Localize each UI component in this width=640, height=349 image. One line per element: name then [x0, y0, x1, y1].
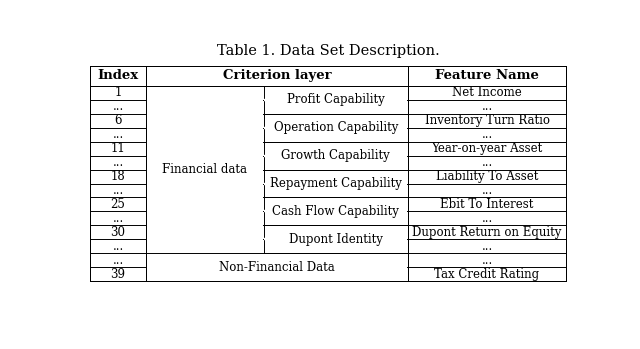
Text: Financial data: Financial data	[163, 163, 248, 176]
Text: Profit Capability: Profit Capability	[287, 93, 385, 106]
Text: Non-Financial Data: Non-Financial Data	[219, 261, 335, 274]
Text: Year-on-year Asset: Year-on-year Asset	[431, 142, 543, 155]
Text: Growth Capability: Growth Capability	[282, 149, 390, 162]
Text: 30: 30	[111, 226, 125, 239]
Text: 25: 25	[111, 198, 125, 211]
Text: ...: ...	[481, 240, 493, 253]
Text: ...: ...	[113, 240, 124, 253]
Text: Index: Index	[97, 69, 139, 82]
Text: ...: ...	[113, 156, 124, 169]
Text: 6: 6	[115, 114, 122, 127]
Text: 39: 39	[111, 268, 125, 281]
Text: ...: ...	[481, 100, 493, 113]
Text: ...: ...	[113, 100, 124, 113]
Text: Tax Credit Rating: Tax Credit Rating	[435, 268, 540, 281]
Text: ...: ...	[113, 212, 124, 225]
Text: Cash Flow Capability: Cash Flow Capability	[273, 205, 399, 218]
Text: ...: ...	[113, 128, 124, 141]
Text: Inventory Turn Ratio: Inventory Turn Ratio	[424, 114, 550, 127]
Text: Dupont Return on Equity: Dupont Return on Equity	[412, 226, 562, 239]
Text: Liability To Asset: Liability To Asset	[436, 170, 538, 183]
Text: Operation Capability: Operation Capability	[274, 121, 398, 134]
Text: 1: 1	[115, 86, 122, 99]
Text: 11: 11	[111, 142, 125, 155]
Text: Dupont Identity: Dupont Identity	[289, 233, 383, 246]
Text: ...: ...	[481, 128, 493, 141]
Text: Table 1. Data Set Description.: Table 1. Data Set Description.	[216, 44, 440, 58]
Text: ...: ...	[481, 156, 493, 169]
Text: Net Income: Net Income	[452, 86, 522, 99]
Text: ...: ...	[481, 254, 493, 267]
Text: ...: ...	[113, 184, 124, 197]
Text: ...: ...	[481, 184, 493, 197]
Text: Feature Name: Feature Name	[435, 69, 539, 82]
Text: ...: ...	[481, 212, 493, 225]
Text: Criterion layer: Criterion layer	[223, 69, 332, 82]
Text: 18: 18	[111, 170, 125, 183]
Text: Repayment Capability: Repayment Capability	[270, 177, 402, 190]
Text: ...: ...	[113, 254, 124, 267]
Text: Ebit To Interest: Ebit To Interest	[440, 198, 534, 211]
